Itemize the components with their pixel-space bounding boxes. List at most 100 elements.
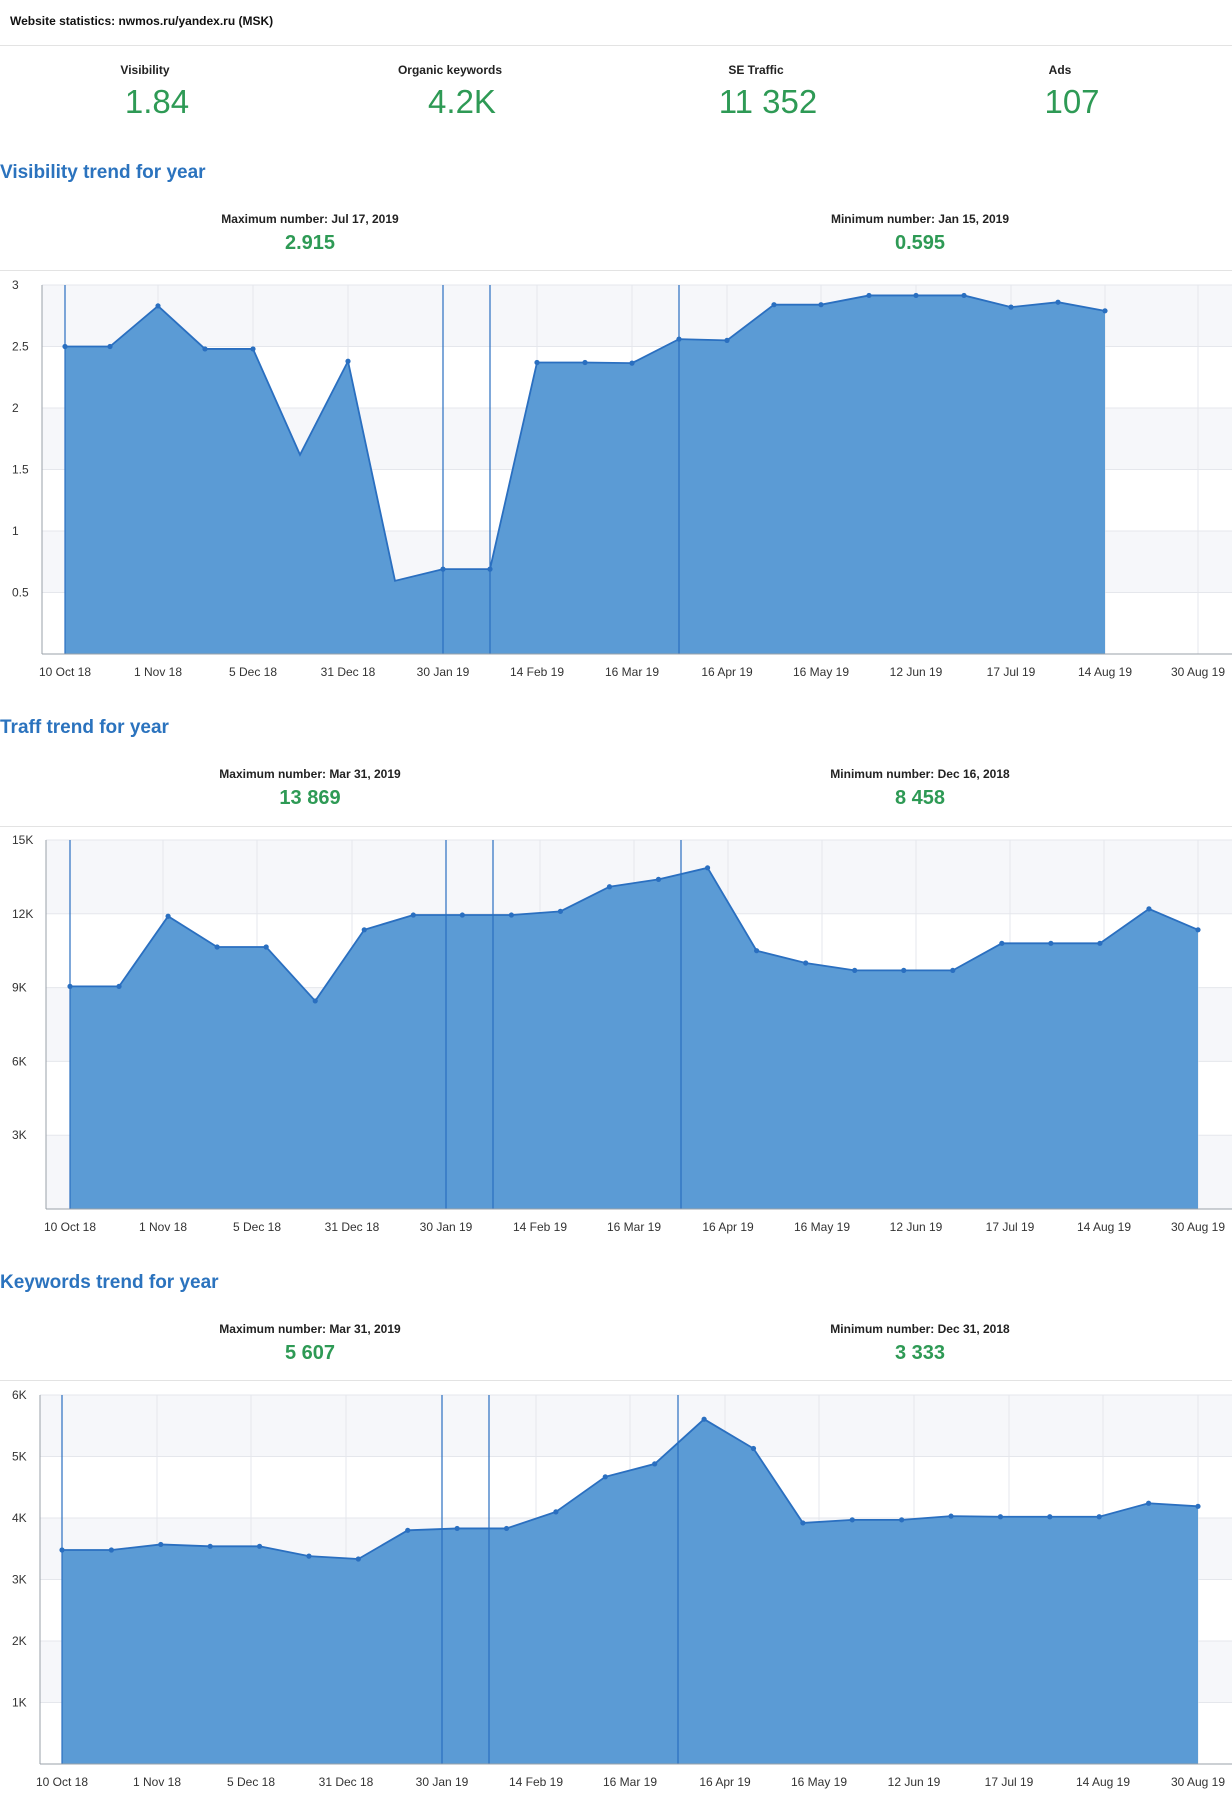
data-point [361,927,367,933]
data-point [165,913,171,919]
x-tick-label: 5 Dec 18 [227,1775,275,1789]
data-point [1146,906,1152,912]
x-tick-label: 17 Jul 19 [986,1220,1035,1234]
y-tick-label: 0.5 [12,586,29,600]
data-point [655,876,662,882]
series-line [70,866,1199,1003]
metric-label: SE Traffic [728,63,784,77]
series-area [62,1419,1198,1764]
x-tick-label: 16 Apr 19 [702,1220,754,1234]
min-label: Minimum number: Jan 15, 2019 [830,212,1010,226]
data-point [116,983,122,989]
x-tick-label: 14 Aug 19 [1076,1775,1130,1789]
x-tick-label: 30 Jan 19 [416,1775,469,1789]
max-label: Maximum number: Mar 31, 2019 [219,767,401,781]
data-point [771,302,777,308]
y-tick-label: 1 [12,524,19,538]
data-point [754,948,760,954]
x-tick-label: 30 Jan 19 [417,665,470,679]
x-tick-label: 30 Aug 19 [1171,665,1225,679]
x-tick-label: 14 Feb 19 [513,1220,567,1234]
x-tick-label: 16 Mar 19 [607,1220,661,1234]
x-tick-label: 1 Nov 18 [139,1220,187,1234]
data-point [459,912,465,918]
data-point [602,1474,608,1480]
data-point [256,1543,263,1549]
x-tick-label: 16 May 19 [794,1220,850,1234]
data-point [800,1520,806,1526]
data-point [950,967,956,973]
x-tick-label: 1 Nov 18 [134,665,182,679]
page-title: Website statistics: nwmos.ru/yandex.ru (… [10,14,274,28]
x-tick-label: 16 May 19 [791,1775,847,1789]
data-point [312,998,318,1004]
min-value: 3 333 [894,1342,946,1364]
section-title: Traff trend for year [0,717,169,738]
max-label: Maximum number: Mar 31, 2019 [219,1322,401,1336]
y-tick-label: 3 [12,278,19,292]
data-point [849,1517,855,1523]
x-tick-label: 17 Jul 19 [987,665,1036,679]
data-point [108,1547,114,1553]
x-tick-label: 14 Aug 19 [1077,1220,1131,1234]
data-point [999,940,1005,946]
data-point [997,1514,1004,1520]
section-title: Visibility trend for year [0,162,206,183]
y-tick-label: 15K [12,833,33,847]
metric-label: Ads [1048,63,1072,77]
min-label: Minimum number: Dec 31, 2018 [830,1322,1010,1336]
data-point [503,1525,510,1532]
y-tick-label: 2.5 [12,340,29,354]
grid-band [40,1395,1232,1457]
data-point [250,346,256,352]
x-tick-label: 30 Aug 19 [1171,1220,1225,1234]
data-point [750,1445,757,1452]
data-point [508,912,514,918]
y-tick-label: 12K [12,907,33,921]
data-point [676,336,682,342]
min-value: 0.595 [894,232,946,254]
data-point [1055,299,1061,305]
data-point [67,983,73,989]
data-point [948,1513,954,1519]
data-point [724,337,730,343]
x-tick-label: 16 Mar 19 [603,1775,657,1789]
traffic-area-chart: 15K 12K 9K 6K 3K 10 Oct 18 1 Nov 18 5 Dec 18 31 … [12,833,1232,1234]
x-tick-label: 16 May 19 [793,665,849,679]
data-point [704,865,711,871]
x-tick-label: 16 Apr 19 [699,1775,751,1789]
x-tick-label: 16 Mar 19 [605,665,659,679]
data-point [557,908,564,914]
data-point [306,1553,312,1559]
x-tick-label: 31 Dec 18 [321,665,376,679]
data-point [901,967,907,973]
data-point [59,1547,65,1553]
x-tick-label: 14 Feb 19 [510,665,564,679]
data-point [1048,940,1054,946]
min-label: Minimum number: Dec 16, 2018 [830,767,1010,781]
data-point [440,566,446,572]
x-tick-label: 31 Dec 18 [319,1775,374,1789]
data-point [1097,940,1103,946]
data-point [818,302,824,308]
divider [0,826,1232,827]
data-point [487,566,493,572]
max-label: Maximum number: Jul 17, 2019 [221,212,399,226]
data-point [107,343,113,350]
data-point [866,292,872,299]
y-tick-label: 3K [12,1573,27,1587]
data-point [263,944,269,950]
data-point [345,358,351,364]
x-tick-label: 5 Dec 18 [233,1220,281,1234]
x-tick-label: 10 Oct 18 [44,1220,96,1234]
x-tick-label: 14 Feb 19 [509,1775,563,1789]
data-point [1195,1503,1201,1509]
data-point [214,944,220,950]
y-tick-label: 2 [12,401,19,415]
min-value: 8 458 [894,787,946,809]
data-point [553,1509,559,1515]
series-area [70,867,1198,1209]
y-tick-label: 3K [12,1128,27,1142]
metric-value: 1.84 [124,83,190,120]
x-tick-label: 31 Dec 18 [325,1220,380,1234]
